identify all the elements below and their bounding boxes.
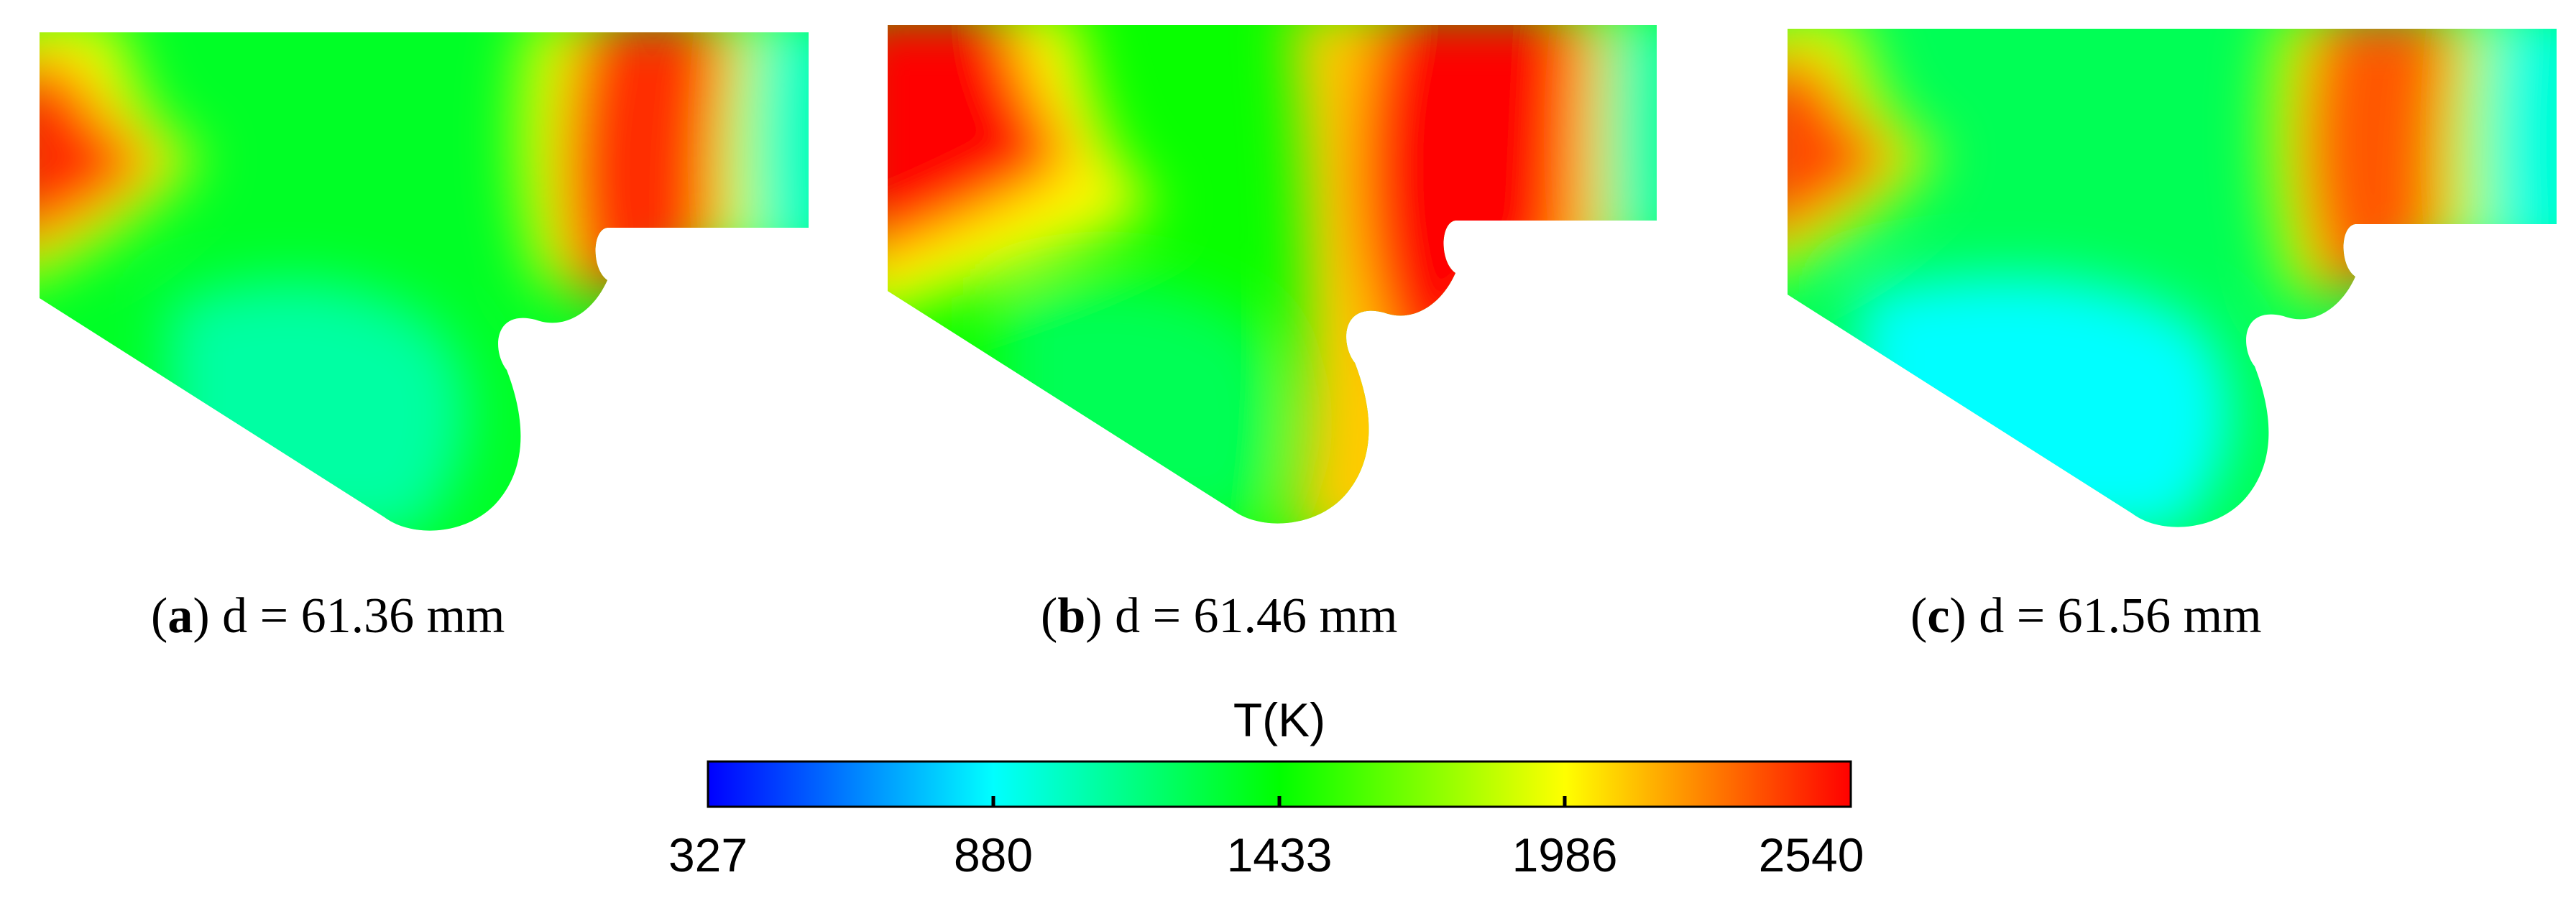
caption-b: (b) d = 61.46 mm [1041,588,1397,644]
lower-cool-zone [1859,276,2230,527]
colorbar-tick-label: 327 [668,828,748,881]
left-hot-zone [888,25,1075,269]
right-hot-band [564,32,730,305]
colorbar-tick-label: 1986 [1512,828,1618,881]
right-hot-band [1360,25,1578,399]
colorbar-tick-label: 1433 [1227,828,1333,881]
lower-cool-zone [1003,282,1282,524]
colorbar: T(K) 327 880 1433 1986 2540 [668,693,1864,881]
panel-a [40,32,809,531]
caption-a: (a) d = 61.36 mm [151,588,505,644]
colorbar-ticks [991,796,1567,807]
panel-c [1788,29,2557,527]
right-hot-band [2301,29,2456,302]
panel-b [888,25,1657,524]
right-cool-tip [750,32,809,262]
colorbar-title: T(K) [1233,693,1325,746]
left-hot-zone [1788,57,1903,251]
colorbar-tick-label: 880 [954,828,1033,881]
left-hot-zone [40,61,162,255]
caption-c: (c) d = 61.56 mm [1910,588,2262,644]
right-cool-tip [1605,25,1657,255]
right-cool-tip [2483,29,2557,259]
colorbar-tick-label: 2540 [1759,828,1864,881]
lower-cool-zone [169,281,467,531]
